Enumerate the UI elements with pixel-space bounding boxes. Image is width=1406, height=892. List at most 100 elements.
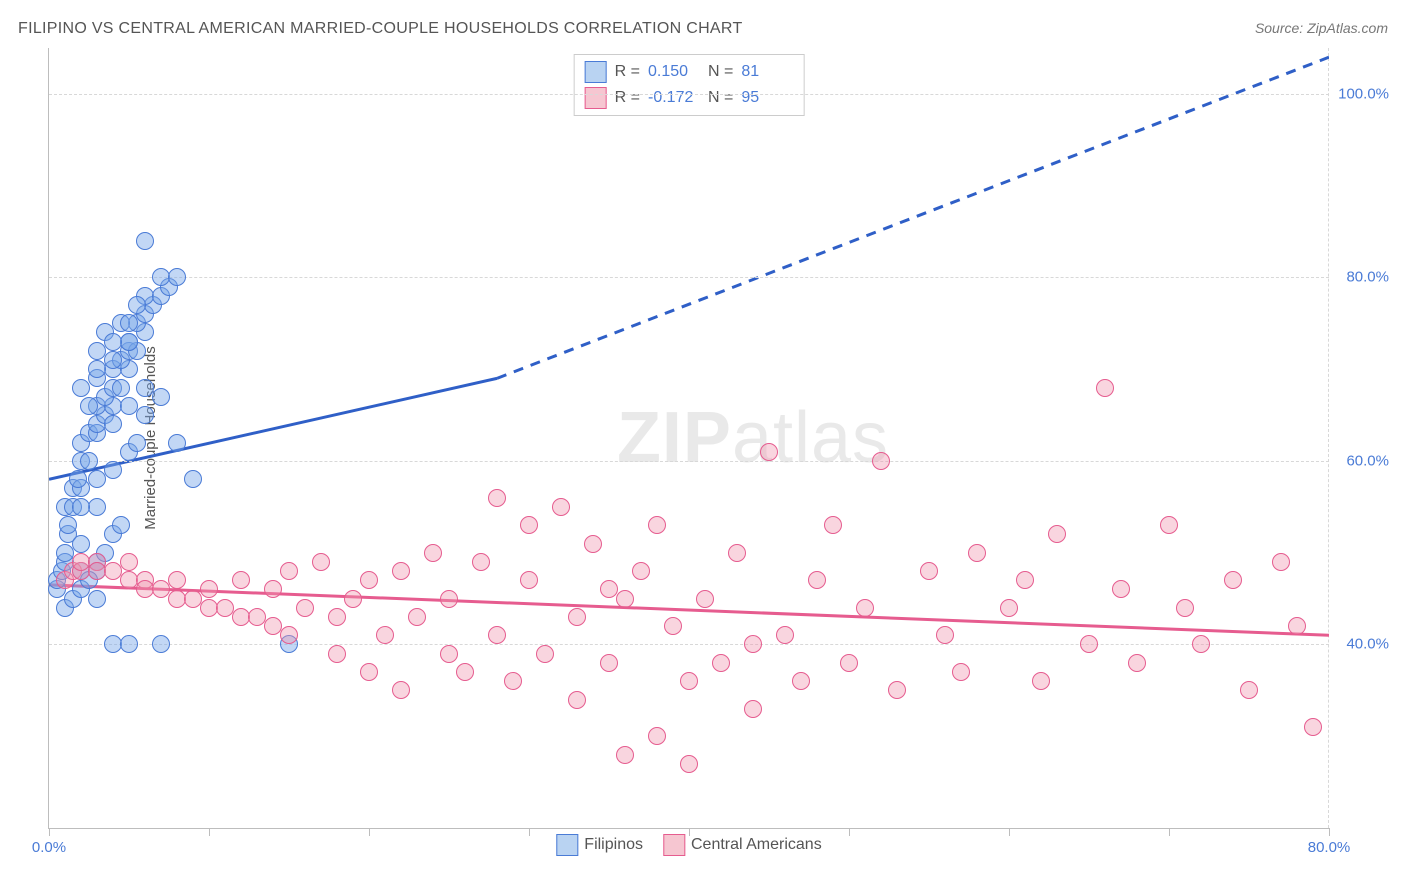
data-point: [760, 443, 778, 461]
stats-legend-row: R =-0.172N =95: [585, 85, 794, 111]
xtick: [689, 828, 690, 836]
gridline: [49, 461, 1329, 462]
data-point: [1192, 635, 1210, 653]
data-point: [680, 755, 698, 773]
n-label: N =: [708, 63, 733, 81]
data-point: [200, 580, 218, 598]
r-label: R =: [615, 63, 640, 81]
data-point: [1224, 571, 1242, 589]
data-point: [568, 691, 586, 709]
data-point: [648, 516, 666, 534]
n-label: N =: [708, 89, 733, 107]
data-point: [680, 672, 698, 690]
data-point: [296, 599, 314, 617]
data-point: [744, 635, 762, 653]
data-point: [104, 461, 122, 479]
data-point: [69, 470, 87, 488]
data-point: [360, 663, 378, 681]
data-point: [328, 608, 346, 626]
data-point: [1160, 516, 1178, 534]
legend-swatch: [663, 834, 685, 856]
data-point: [72, 379, 90, 397]
series-legend: FilipinosCentral Americans: [556, 834, 821, 856]
data-point: [408, 608, 426, 626]
legend-label: Filipinos: [584, 836, 643, 854]
stats-legend-row: R =0.150N =81: [585, 59, 794, 85]
data-point: [1080, 635, 1098, 653]
data-point: [88, 342, 106, 360]
watermark: ZIPatlas: [617, 397, 889, 479]
data-point: [488, 626, 506, 644]
data-point: [72, 498, 90, 516]
data-point: [632, 562, 650, 580]
gridline: [49, 94, 1329, 95]
data-point: [376, 626, 394, 644]
xtick: [849, 828, 850, 836]
data-point: [264, 580, 282, 598]
data-point: [152, 388, 170, 406]
data-point: [59, 516, 77, 534]
data-point: [232, 571, 250, 589]
data-point: [520, 571, 538, 589]
data-point: [72, 535, 90, 553]
data-point: [792, 672, 810, 690]
data-point: [872, 452, 890, 470]
data-point: [936, 626, 954, 644]
data-point: [584, 535, 602, 553]
data-point: [440, 590, 458, 608]
data-point: [280, 626, 298, 644]
data-point: [520, 516, 538, 534]
data-point: [696, 590, 714, 608]
data-point: [104, 333, 122, 351]
data-point: [888, 681, 906, 699]
data-point: [968, 544, 986, 562]
watermark-bold: ZIP: [617, 398, 732, 478]
data-point: [128, 434, 146, 452]
data-point: [1112, 580, 1130, 598]
data-point: [120, 333, 138, 351]
data-point: [168, 434, 186, 452]
data-point: [120, 553, 138, 571]
data-point: [1032, 672, 1050, 690]
data-point: [392, 681, 410, 699]
data-point: [136, 406, 154, 424]
n-value: 81: [741, 63, 793, 81]
data-point: [344, 590, 362, 608]
legend-swatch: [556, 834, 578, 856]
gridline: [49, 277, 1329, 278]
data-point: [120, 397, 138, 415]
data-point: [1048, 525, 1066, 543]
data-point: [856, 599, 874, 617]
gridline: [49, 644, 1329, 645]
data-point: [120, 635, 138, 653]
data-point: [808, 571, 826, 589]
r-label: R =: [615, 89, 640, 107]
ytick-label: 100.0%: [1338, 85, 1389, 102]
trend-lines: [49, 48, 1329, 828]
data-point: [1096, 379, 1114, 397]
xtick-label: 0.0%: [32, 839, 66, 856]
data-point: [712, 654, 730, 672]
data-point: [1240, 681, 1258, 699]
data-point: [456, 663, 474, 681]
data-point: [440, 645, 458, 663]
data-point: [136, 379, 154, 397]
stats-legend: R =0.150N =81R =-0.172N =95: [574, 54, 805, 116]
data-point: [104, 415, 122, 433]
data-point: [1288, 617, 1306, 635]
data-point: [744, 700, 762, 718]
data-point: [80, 397, 98, 415]
ytick-label: 40.0%: [1346, 636, 1389, 653]
legend-swatch: [585, 61, 607, 83]
data-point: [168, 571, 186, 589]
data-point: [568, 608, 586, 626]
data-point: [1016, 571, 1034, 589]
data-point: [120, 314, 138, 332]
data-point: [360, 571, 378, 589]
data-point: [184, 470, 202, 488]
data-point: [1176, 599, 1194, 617]
data-point: [488, 489, 506, 507]
xtick: [369, 828, 370, 836]
legend-swatch: [585, 87, 607, 109]
data-point: [88, 498, 106, 516]
